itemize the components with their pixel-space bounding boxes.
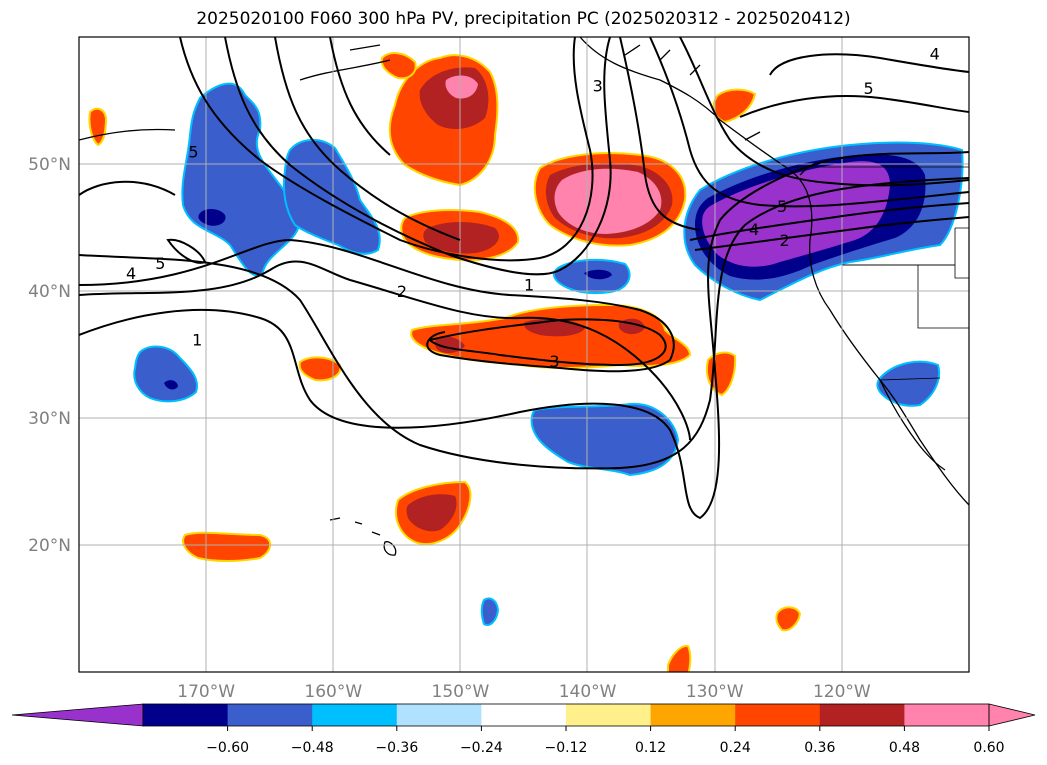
negative-region-mid-core xyxy=(584,269,612,280)
lat-label: 40°N xyxy=(28,282,71,302)
colorbar-extend-max xyxy=(988,703,1036,727)
colorbar-bin xyxy=(819,704,905,726)
contour-label: 4 xyxy=(749,220,759,239)
pv-contour-2a xyxy=(79,260,691,441)
colorbar-bin xyxy=(650,704,736,726)
state-border-ca-nv xyxy=(917,265,969,329)
pv-contour-east-2 xyxy=(694,216,969,251)
negative-region-west xyxy=(133,345,198,403)
lon-label: 150°W xyxy=(432,682,490,702)
contour-label: 4 xyxy=(930,45,940,64)
colorbar-bin xyxy=(481,704,567,726)
positive-region-southwest xyxy=(182,531,272,562)
negative-region-west-core xyxy=(164,380,178,390)
negative-region-east-core xyxy=(702,161,890,267)
negative-region-baja xyxy=(876,360,940,407)
coastline-baja xyxy=(879,379,946,471)
coastline-aleutians xyxy=(79,128,176,141)
map-frame xyxy=(78,36,970,673)
pv-contour-north-1 xyxy=(179,37,594,262)
colorbar-tick-label: −0.48 xyxy=(291,740,334,756)
lat-label: 20°N xyxy=(28,536,71,556)
pv-contour-1 xyxy=(79,151,969,520)
pv-contour-north-3 xyxy=(274,37,701,241)
pv-contour-north-5 xyxy=(679,37,969,187)
coastline-hawaii xyxy=(329,517,397,556)
colorbar-extend-min xyxy=(11,703,144,727)
positive-region-mid-core xyxy=(423,222,499,254)
contour-label: 3 xyxy=(593,76,603,95)
state-box-east xyxy=(954,227,969,279)
negative-region-n160 xyxy=(282,139,381,255)
colorbar-tick-label: 0.24 xyxy=(720,740,751,756)
colorbar-bin xyxy=(227,704,313,726)
colorbar-tick-label: 0.12 xyxy=(635,740,666,756)
colorbar-tick-label: −0.36 xyxy=(375,740,418,756)
lat-label: 30°N xyxy=(28,409,71,429)
lon-label: 130°W xyxy=(686,682,744,702)
contour-label: 4 xyxy=(126,264,136,283)
pv-contour-north-4 xyxy=(329,37,969,208)
lat-label: 50°N xyxy=(28,155,71,175)
colorbar-tick-label: 0.60 xyxy=(973,740,1004,756)
latitude-labels: 50°N 40°N 30°N 20°N xyxy=(28,155,71,556)
contour-label: 2 xyxy=(780,231,790,250)
contour-label: 1 xyxy=(192,330,202,349)
contour-label: 5 xyxy=(155,254,165,273)
lon-label: 140°W xyxy=(559,682,617,702)
contour-label: 5 xyxy=(188,142,198,161)
pv-contour-east-1 xyxy=(689,202,969,241)
coastline-north-america xyxy=(579,37,969,506)
lon-label: 170°W xyxy=(177,682,235,702)
negative-region-small xyxy=(480,597,500,626)
negative-region-nw xyxy=(181,82,301,277)
pv-contour-nw-loop xyxy=(79,180,207,264)
lon-label: 120°W xyxy=(813,682,871,702)
colorbar-tick-label: 0.48 xyxy=(889,740,920,756)
colorbar-tick-label: −0.24 xyxy=(460,740,503,756)
contour-label: 5 xyxy=(777,197,787,216)
positive-region-hawaii-core xyxy=(406,494,457,532)
contour-label: 5 xyxy=(863,79,873,98)
pv-contour-north-2 xyxy=(224,37,612,276)
pv-contour-2c xyxy=(79,238,675,373)
positive-region-south-edge xyxy=(667,644,692,672)
contour-label: 3 xyxy=(549,352,559,371)
colorbar-bin xyxy=(312,704,398,726)
pv-contour-3 xyxy=(428,318,667,367)
colorbar-tick-label: 0.36 xyxy=(804,740,835,756)
positive-region-north-max xyxy=(445,75,478,99)
contour-label: 1 xyxy=(524,276,534,295)
negative-region-south xyxy=(530,402,680,477)
colorbar-tick-label: −0.12 xyxy=(545,740,588,756)
colorbar: −0.60 −0.48 −0.36 −0.24 −0.12 0.12 0.24 0.36 0.4… xyxy=(11,703,1036,756)
figure-title: 2025020100 F060 300 hPa PV, precipitatio… xyxy=(196,9,851,29)
colorbar-tick-label: −0.60 xyxy=(206,740,249,756)
lon-label: 160°W xyxy=(304,682,362,702)
pv-contours xyxy=(79,37,969,520)
colorbar-bin xyxy=(566,704,652,726)
positive-region-north-tip xyxy=(380,52,417,80)
colorbar-bin xyxy=(143,704,229,726)
colorbar-bin xyxy=(396,704,482,726)
contour-label: 2 xyxy=(397,282,407,301)
colorbar-bin xyxy=(735,704,821,726)
negative-region-nw-core xyxy=(198,209,226,226)
positive-region-sw xyxy=(298,356,342,382)
longitude-labels: 170°W 160°W 150°W 140°W 130°W 120°W xyxy=(177,682,871,702)
coastline-alaska-islands xyxy=(299,44,391,81)
colorbar-bin xyxy=(904,704,990,726)
positive-region-se-small xyxy=(775,606,802,632)
us-mexico-border xyxy=(879,377,941,381)
pv-contour-north-east xyxy=(739,53,969,118)
pv-contour-2b xyxy=(79,177,969,470)
